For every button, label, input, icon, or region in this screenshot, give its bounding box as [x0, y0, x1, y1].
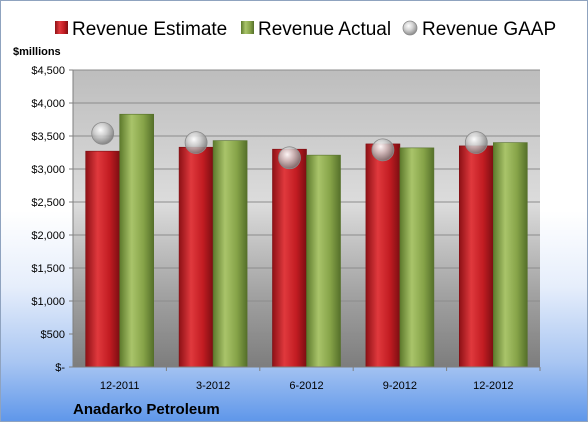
legend-label-revenue-estimate: Revenue Estimate	[72, 19, 227, 40]
y-tick-label: $1,000	[31, 296, 65, 308]
revenue-actual-bar	[212, 140, 248, 368]
x-tick-label: 9-2012	[383, 380, 417, 392]
x-tick-label: 6-2012	[289, 380, 323, 392]
revenue-gaap-marker	[278, 146, 301, 170]
x-axis: 12-2011 3-2012 6-2012 9-2012 12-2012	[73, 366, 541, 392]
y-tick-label: $2,000	[31, 230, 65, 242]
y-tick-label: $3,500	[31, 131, 65, 143]
bars	[85, 113, 528, 368]
x-tick-label: 12-2011	[100, 380, 140, 392]
revenue-gaap-marker	[464, 131, 488, 155]
gaap-markers	[91, 121, 488, 170]
legend-label-revenue-actual: Revenue Actual	[258, 19, 391, 40]
revenue-estimate-bar	[458, 145, 494, 368]
y-axis: $- $500 $1,000 $1,500 $2,000 $2,500 $3,000 $3,5…	[31, 65, 74, 374]
x-tick-label: 3-2012	[196, 380, 230, 392]
revenue-actual-bar	[492, 142, 528, 368]
legend-label-revenue-gaap: Revenue GAAP	[422, 19, 556, 40]
x-tick-label: 12-2012	[473, 380, 513, 392]
revenue-gaap-marker	[371, 138, 395, 162]
revenue-estimate-bar	[272, 148, 307, 368]
revenue-actual-bar	[399, 147, 435, 368]
y-tick-label: $500	[41, 329, 65, 341]
legend-swatch-revenue-actual	[241, 21, 254, 34]
y-tick-label: $3,000	[31, 164, 65, 176]
y-tick-label: $1,500	[31, 263, 65, 275]
revenue-gaap-marker	[184, 131, 208, 155]
legend-swatch-revenue-estimate	[55, 21, 68, 34]
y-unit-label: $millions	[13, 46, 61, 58]
y-tick-label: $-	[55, 362, 65, 374]
revenue-gaap-marker	[91, 121, 115, 145]
revenue-actual-bar	[119, 113, 154, 368]
revenue-estimate-bar	[85, 150, 120, 368]
revenue-actual-bar	[306, 154, 341, 368]
legend-marker-revenue-gaap	[402, 20, 418, 36]
company-name: Anadarko Petroleum	[73, 401, 220, 418]
revenue-estimate-bar	[178, 146, 214, 368]
revenue-estimate-bar	[365, 143, 401, 368]
y-tick-label: $2,500	[31, 197, 65, 209]
legend: Revenue Estimate Revenue Actual Revenue …	[55, 19, 556, 40]
y-tick-label: $4,500	[31, 65, 65, 77]
y-tick-label: $4,000	[31, 98, 65, 110]
